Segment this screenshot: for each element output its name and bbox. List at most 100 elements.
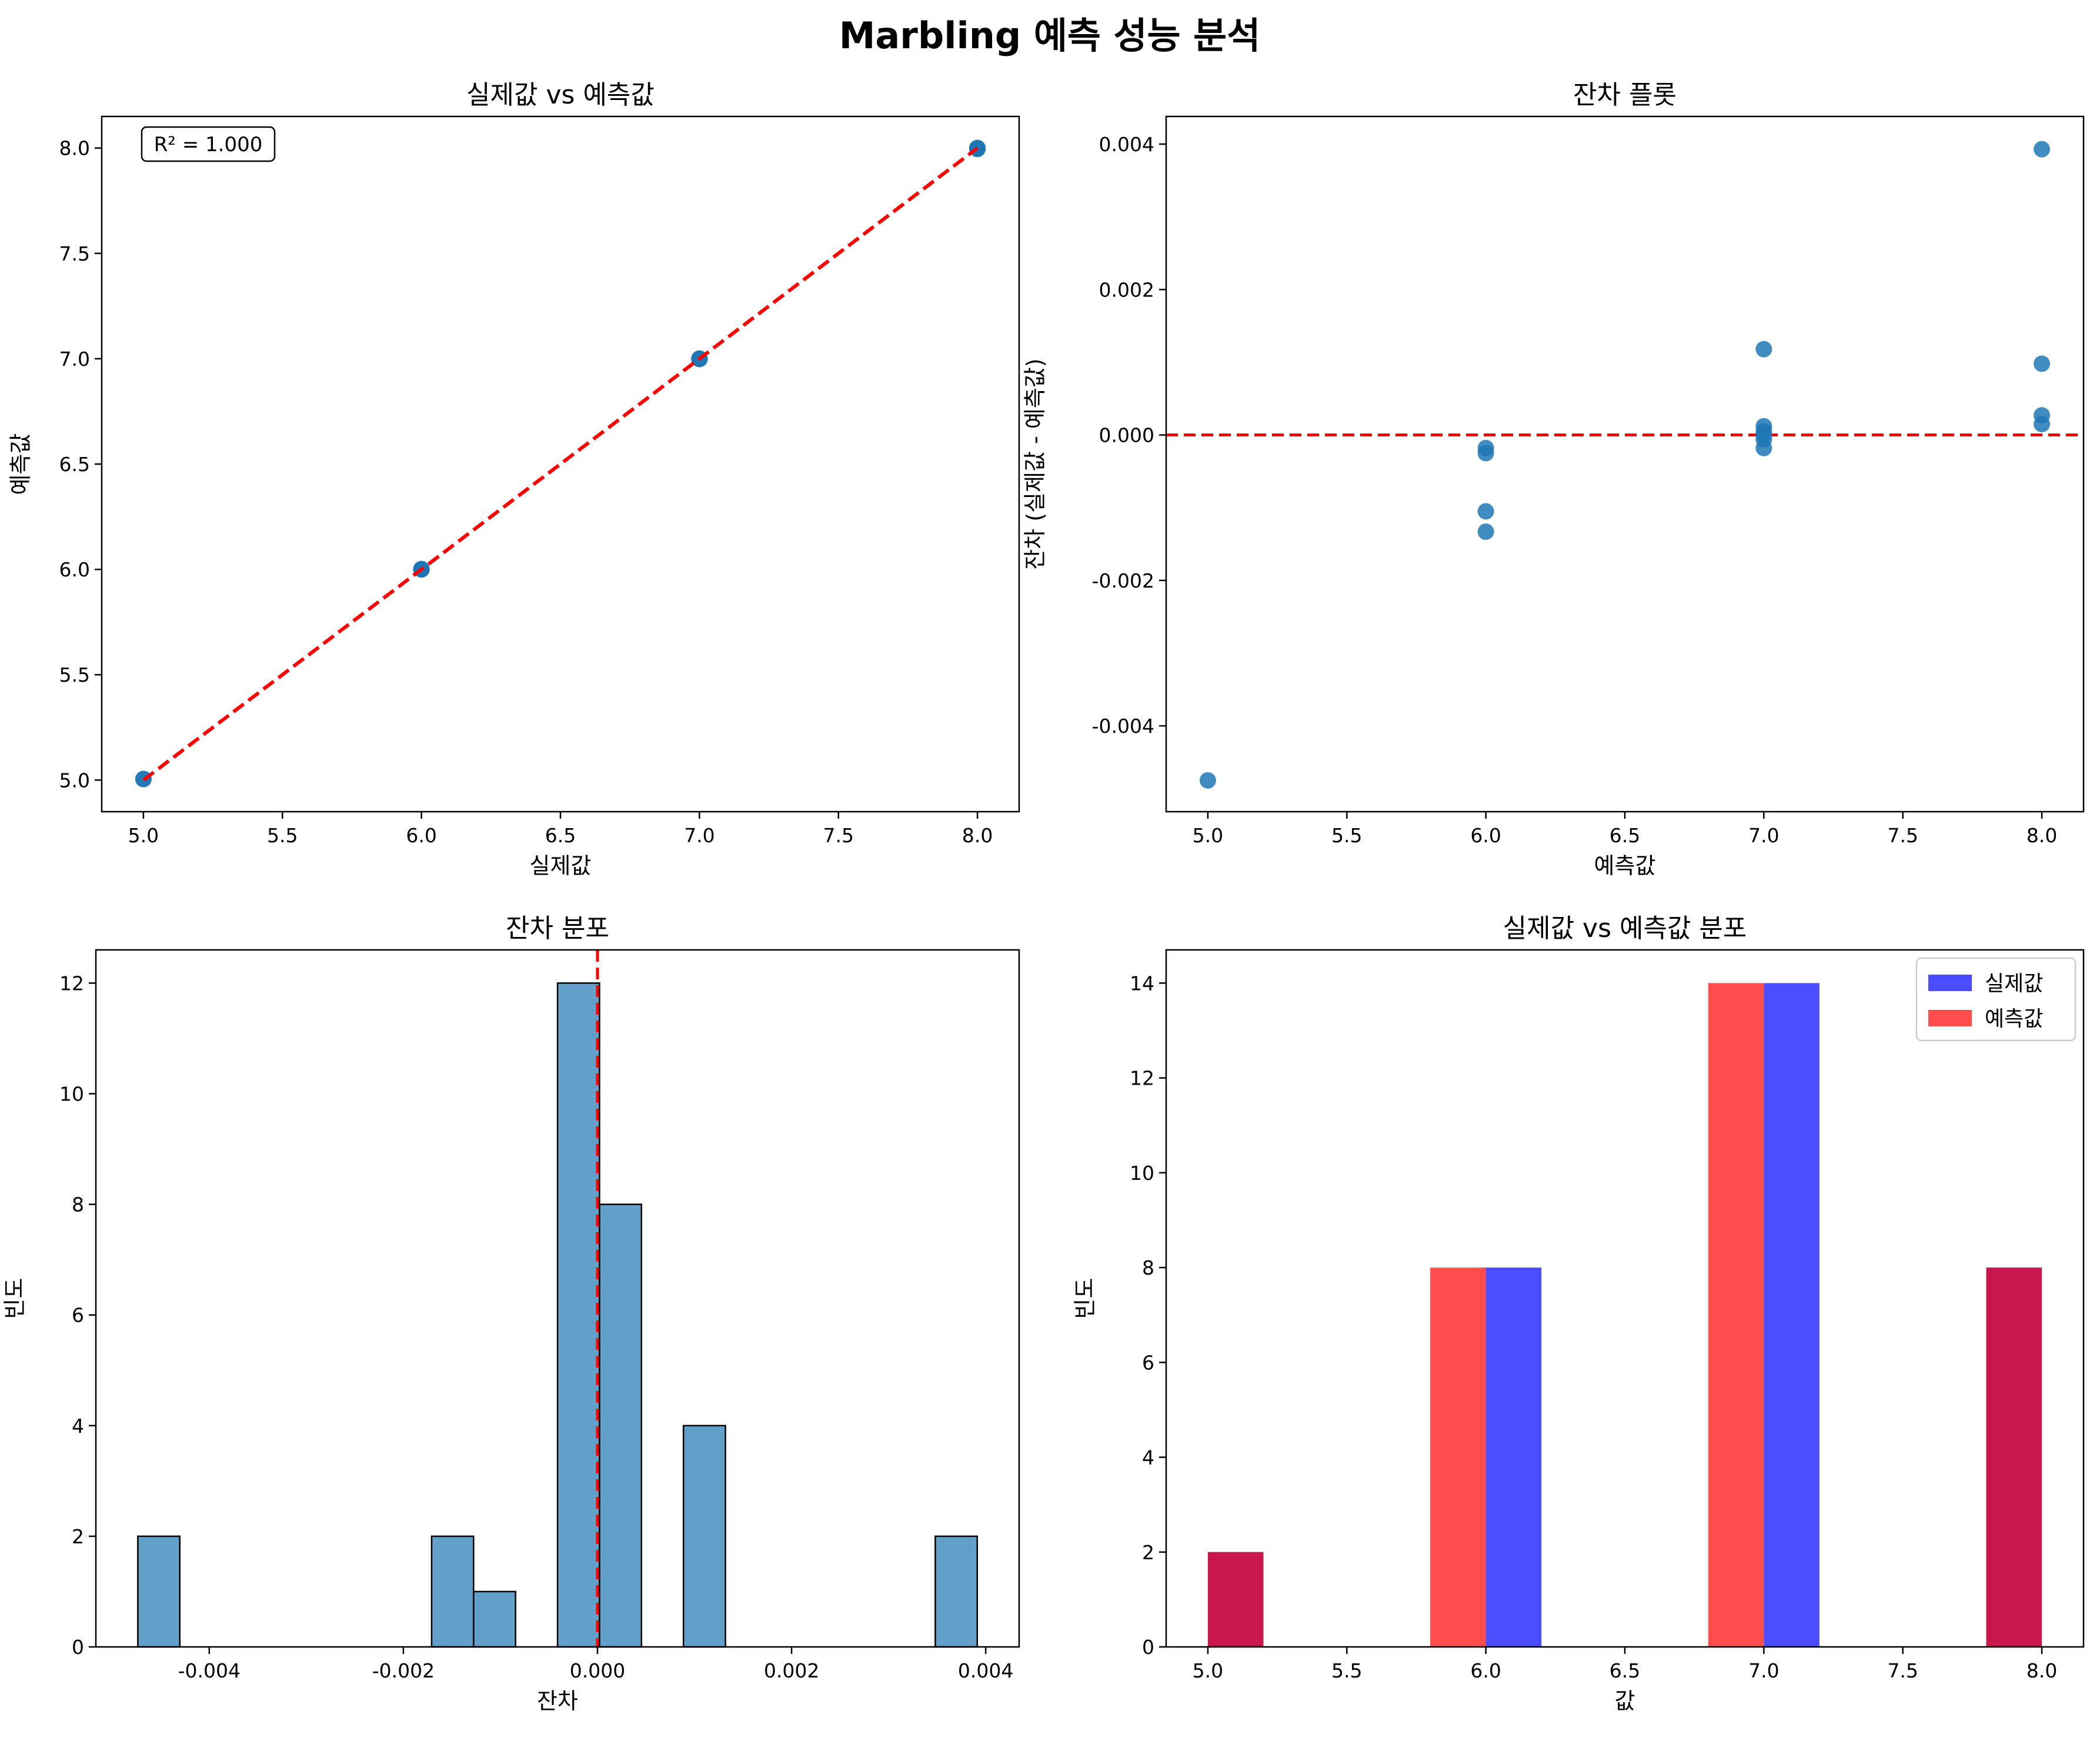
x-tick-label: 6.0 (1470, 824, 1501, 847)
x-tick-label: 5.5 (267, 824, 298, 847)
residual-point (1477, 445, 1494, 462)
y-tick-label: 5.0 (59, 769, 90, 792)
x-tick-label: 0.002 (764, 1659, 819, 1682)
y-tick-label: 0.000 (1099, 424, 1154, 447)
x-tick-label: 7.5 (1887, 1659, 1918, 1682)
residual-histogram-panel: -0.004 -0.002 0.000 0.002 0.004 0 2 4 6 8 10 12 잔차 분… (2, 913, 1020, 1714)
x-axis-label: 값 (1615, 1688, 1635, 1714)
x-tick-label: 8.0 (962, 824, 993, 847)
y-tick-label: 8 (72, 1193, 84, 1216)
panel-title: 실제값 vs 예측값 분포 (1503, 913, 1747, 943)
y-tick-label: 0.002 (1099, 278, 1154, 301)
x-tick-label: 5.0 (1193, 824, 1223, 847)
actual-vs-predicted-scatter-panel: 5.0 5.5 6.0 6.5 7.0 7.5 8.0 5.0 5.5 6.0 6.5 7.0 7.5 8… (8, 80, 1020, 879)
x-tick-label: 7.0 (684, 824, 715, 847)
residual-point (1755, 439, 1772, 456)
x-tick-label: 6.0 (1470, 1659, 1501, 1682)
histogram-bar (473, 1590, 516, 1648)
predicted-histogram-bar (1207, 1552, 1264, 1647)
y-axis-label: 빈도 (1072, 1278, 1098, 1319)
y-tick-label: 8 (1142, 1256, 1154, 1279)
y-axis-label: 잔차 (실제값 - 예측값) (1022, 358, 1048, 569)
x-tick-label: 6.0 (406, 824, 436, 847)
y-tick-label: 2 (1142, 1541, 1154, 1564)
legend-label: 예측값 (1985, 1007, 2043, 1031)
legend-swatch (1928, 975, 1972, 991)
x-tick-label: 6.5 (1610, 1659, 1640, 1682)
panel-title: 실제값 vs 예측값 (466, 80, 655, 110)
histogram-bar (934, 1535, 979, 1648)
histogram-bar (430, 1535, 475, 1648)
axes-frame (101, 115, 1020, 813)
y-tick-label: 7.5 (59, 242, 90, 265)
x-tick-label: 7.0 (1748, 1659, 1779, 1682)
histogram-bar (556, 982, 600, 1648)
x-tick-label: -0.004 (178, 1659, 241, 1682)
y-tick-label: 0 (72, 1636, 84, 1659)
y-axis-label: 빈도 (2, 1278, 28, 1319)
figure-title: Marbling 예측 성능 분석 (839, 14, 1261, 57)
y-tick-label: 6 (1142, 1351, 1154, 1374)
y-tick-label: 10 (1130, 1162, 1154, 1185)
x-tick-label: 5.0 (1193, 1659, 1223, 1682)
residual-point (1199, 772, 1216, 789)
x-tick-label: 8.0 (2026, 824, 2057, 847)
y-tick-label: 6 (72, 1304, 84, 1327)
histogram-bar (599, 1203, 643, 1648)
y-tick-label: 4 (1142, 1446, 1154, 1469)
histogram-bar (137, 1535, 181, 1648)
y-tick-label: -0.002 (1092, 569, 1154, 592)
y-tick-label: 5.5 (59, 663, 90, 686)
residual-point (1477, 503, 1494, 520)
histogram-bar (682, 1425, 726, 1648)
residual-point (1477, 523, 1494, 540)
x-tick-label: 7.5 (823, 824, 853, 847)
distribution-histogram-panel: 5.0 5.5 6.0 6.5 7.0 7.5 8.0 0 2 4 6 8 10 12 14 실제값 vs 예… (1072, 913, 2085, 1714)
y-tick-label: 10 (59, 1083, 84, 1106)
y-tick-label: 6.5 (59, 453, 90, 476)
predicted-histogram-bar (1708, 983, 1764, 1647)
x-tick-label: 0.004 (958, 1659, 1013, 1682)
y-tick-label: 8.0 (59, 137, 90, 160)
axes-frame (95, 949, 1020, 1648)
y-tick-label: 7.0 (59, 348, 90, 371)
x-tick-label: 8.0 (2026, 1659, 2057, 1682)
y-tick-label: 2 (72, 1525, 84, 1548)
x-tick-label: -0.002 (372, 1659, 435, 1682)
y-tick-label: 4 (72, 1415, 84, 1438)
panel-title: 잔차 플롯 (1573, 80, 1677, 110)
x-tick-label: 0.000 (570, 1659, 625, 1682)
y-tick-label: 0 (1142, 1636, 1154, 1659)
r2-annotation-box (141, 126, 276, 162)
x-tick-label: 6.5 (545, 824, 576, 847)
perfect-prediction-line (142, 146, 979, 782)
x-tick-label: 7.0 (1748, 824, 1779, 847)
r2-annotation: R² = 1.000 (154, 133, 263, 156)
legend-swatch (1928, 1010, 1972, 1026)
predicted-histogram-bar (1430, 1268, 1486, 1647)
y-tick-label: 12 (59, 972, 84, 995)
actual-histogram-bar (1485, 1268, 1542, 1647)
x-axis-label: 실제값 (530, 853, 592, 879)
residual-point (2034, 355, 2051, 372)
residual-point (2034, 141, 2051, 158)
actual-histogram-bar (1764, 983, 1819, 1647)
predicted-histogram-bar (1986, 1268, 2042, 1647)
x-tick-label: 6.5 (1610, 824, 1640, 847)
residual-plot-panel: 5.0 5.5 6.0 6.5 7.0 7.5 8.0 -0.004 -0.002 0.000 0.… (1022, 80, 2085, 879)
axes-frame (1165, 949, 2085, 1648)
axes-frame (1165, 115, 2085, 813)
x-tick-label: 7.5 (1887, 824, 1918, 847)
x-tick-label: 5.0 (128, 824, 159, 847)
y-tick-label: 12 (1130, 1067, 1154, 1090)
x-tick-label: 5.5 (1331, 824, 1362, 847)
y-tick-label: 14 (1130, 972, 1154, 995)
y-axis-label: 예측값 (8, 433, 34, 495)
x-axis-label: 잔차 (537, 1688, 578, 1714)
y-tick-label: -0.004 (1092, 715, 1154, 738)
panel-title: 잔차 분포 (506, 913, 609, 943)
x-axis-label: 예측값 (1594, 853, 1656, 879)
residual-point (2034, 415, 2051, 432)
